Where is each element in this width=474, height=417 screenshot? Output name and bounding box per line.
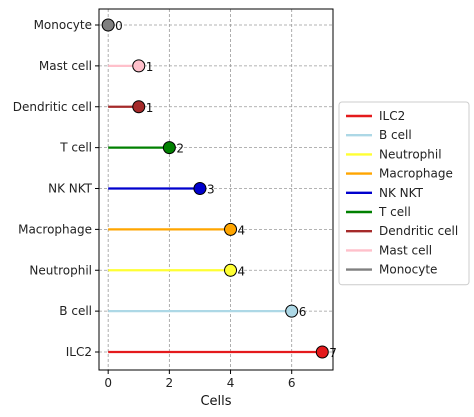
dot [132, 100, 146, 114]
value-label: 2 [176, 142, 184, 156]
x-axis-title: Cells [200, 394, 231, 409]
legend-entry: B cell [379, 128, 412, 142]
y-tick-label: Dendritic cell [13, 100, 92, 114]
value-label: 1 [146, 60, 154, 74]
legend-entry: T cell [378, 205, 411, 219]
legend-entry: Macrophage [379, 167, 453, 181]
value-label: 0 [115, 19, 123, 33]
dot [132, 59, 146, 73]
legend-entry: ILC2 [379, 109, 405, 123]
x-tick-label: 2 [166, 376, 174, 390]
lollipop-stems [108, 64, 323, 354]
value-label: 4 [238, 264, 246, 278]
value-label: 4 [238, 223, 246, 237]
y-tick-label: Neutrophil [29, 263, 92, 277]
dot [224, 222, 238, 236]
legend-entry: Dendritic cell [379, 224, 458, 238]
legend-entry: Neutrophil [379, 147, 442, 161]
plot-frame [98, 8, 334, 371]
x-tick-label: 4 [227, 376, 235, 390]
dot [193, 182, 207, 195]
x-tick-label: 0 [104, 376, 112, 390]
x-tick-labels: 0 2 4 6 [104, 370, 296, 390]
y-tick-label: Monocyte [34, 18, 92, 32]
lollipop-dots [101, 18, 329, 359]
legend-entry: NK NKT [379, 186, 424, 200]
legend: ILC2 B cell Neutrophil Macrophage NK NKT T ce… [338, 101, 470, 286]
dot [101, 18, 115, 32]
y-tick-label: T cell [59, 141, 92, 155]
dot [162, 141, 176, 155]
y-tick-label: B cell [59, 304, 92, 318]
legend-entry: Monocyte [379, 263, 437, 277]
y-tick-labels: ILC2 B cell Neutrophil Macrophage NK NKT T ce… [13, 18, 99, 359]
value-label: 6 [299, 305, 307, 319]
value-label: 3 [207, 183, 215, 197]
dot [315, 345, 329, 359]
dot [285, 304, 299, 318]
y-tick-label: ILC2 [66, 345, 92, 359]
value-label: 1 [146, 101, 154, 115]
legend-entry: Mast cell [379, 243, 432, 257]
x-tick-label: 6 [288, 376, 296, 390]
legend-box [338, 101, 470, 286]
y-tick-label: NK NKT [48, 182, 93, 196]
y-tick-label: Mast cell [39, 59, 92, 73]
dot [224, 263, 238, 277]
y-tick-label: Macrophage [18, 222, 92, 236]
